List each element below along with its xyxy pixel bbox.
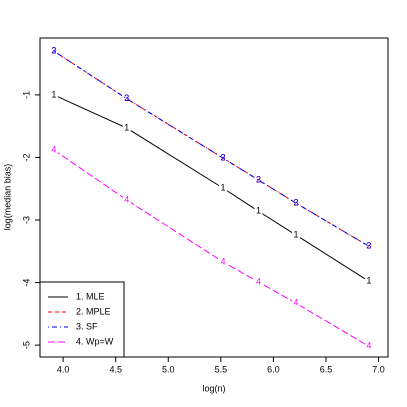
point-marker: 4: [124, 194, 129, 204]
marker-gap: [292, 230, 301, 241]
x-tick-label: 6.5: [320, 364, 333, 374]
marker-gap: [254, 174, 263, 185]
point-marker: 3: [256, 174, 261, 184]
x-axis-label: log(n): [202, 383, 225, 393]
x-tick-label: 7.0: [372, 364, 385, 374]
point-marker: 1: [51, 89, 56, 99]
point-marker: 4: [256, 276, 261, 286]
legend-box: [39, 281, 125, 358]
y-tick-label: -1: [21, 91, 31, 99]
marker-gap: [219, 183, 228, 194]
marker-gap: [364, 276, 373, 287]
point-marker: 4: [221, 256, 226, 266]
legend-label: 2. MPLE: [76, 306, 111, 316]
marker-gap: [292, 198, 301, 209]
x-tick-label: 5.5: [215, 364, 228, 374]
point-marker: 1: [221, 182, 226, 192]
point-marker: 2: [221, 152, 226, 162]
legend-label: 3. SF: [76, 321, 98, 331]
marker-gap: [49, 89, 58, 100]
point-marker: 1: [124, 122, 129, 132]
marker-gap: [254, 276, 263, 287]
marker-gap: [219, 256, 228, 267]
marker-gap: [122, 93, 131, 104]
marker-gap: [364, 241, 373, 252]
series-line: [53, 149, 370, 347]
point-marker: 3: [366, 241, 371, 251]
point-marker: 1: [366, 276, 371, 286]
y-tick-label: -4: [21, 279, 31, 287]
marker-gap: [122, 123, 131, 134]
point-marker: 3: [221, 152, 226, 162]
x-tick-label: 5.0: [162, 364, 175, 374]
y-axis-label: log(median bias): [2, 164, 12, 231]
point-marker: 1: [293, 229, 298, 239]
series-line: [53, 50, 370, 247]
point-marker: 1: [256, 206, 261, 216]
marker-gap: [254, 206, 263, 217]
x-tick-label: 6.0: [267, 364, 280, 374]
x-tick-label: 4.5: [109, 364, 122, 374]
marker-gap: [49, 144, 58, 155]
y-tick-label: -5: [21, 341, 31, 349]
point-marker: 4: [366, 341, 371, 351]
point-marker: 4: [51, 144, 56, 154]
point-marker: 2: [51, 46, 56, 56]
point-marker: 3: [124, 93, 129, 103]
y-tick-label: -2: [21, 153, 31, 161]
series-line: [53, 94, 370, 282]
point-marker: 3: [293, 198, 298, 208]
plot-box: [39, 37, 389, 358]
x-tick-label: 4.0: [57, 364, 70, 374]
point-marker: 2: [293, 198, 298, 208]
marker-gap: [122, 195, 131, 206]
marker-gap: [364, 341, 373, 352]
y-tick-label: -3: [21, 216, 31, 224]
point-marker: 2: [366, 241, 371, 251]
legend-label: 1. MLE: [76, 291, 105, 301]
point-marker: 4: [293, 298, 298, 308]
marker-gap: [292, 298, 301, 309]
legend-label: 4. Wp=W: [76, 336, 114, 346]
series-line: [53, 50, 370, 247]
point-marker: 2: [124, 93, 129, 103]
point-marker: 3: [51, 46, 56, 56]
point-marker: 2: [256, 174, 261, 184]
